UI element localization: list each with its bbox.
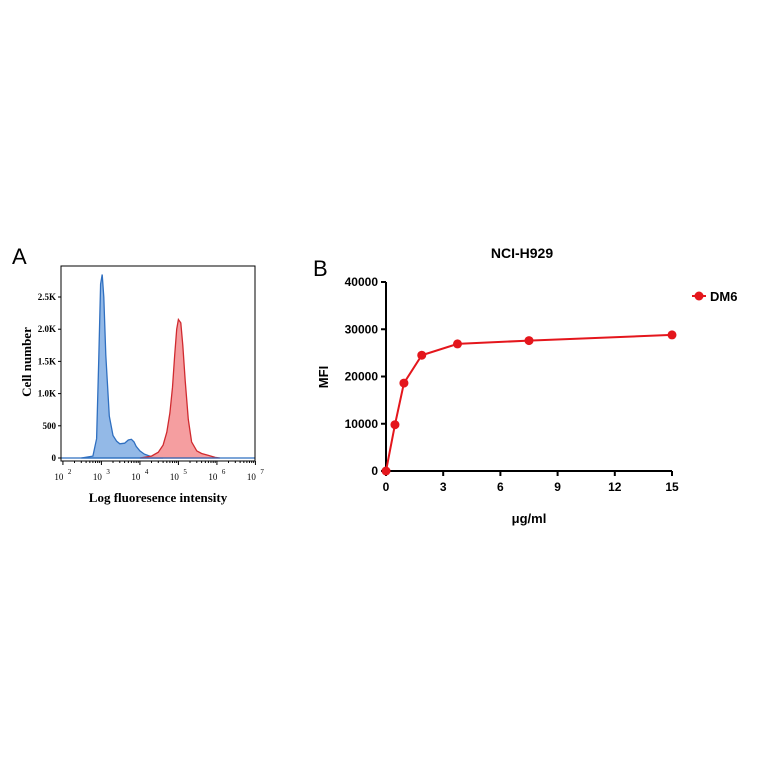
y-axis-label: MFI [316, 366, 331, 388]
y-tick-label: 1.0K [38, 389, 56, 399]
data-point [399, 378, 409, 388]
panel-label-b: B [313, 256, 328, 281]
x-tick-exponent: 5 [183, 468, 187, 476]
plot-frame [60, 265, 256, 462]
y-tick-label: 40000 [345, 275, 379, 289]
x-axis-label: μg/ml [512, 511, 547, 526]
x-tick-exponent: 3 [106, 468, 110, 476]
x-tick-label: 12 [608, 480, 622, 494]
data-point [453, 339, 462, 349]
data-point [381, 466, 391, 476]
x-tick-label: 10 [170, 472, 180, 482]
x-tick-label: 10 [208, 472, 218, 482]
x-tick-exponent: 4 [145, 468, 149, 476]
series-line [385, 333, 673, 472]
chart-title: NCI-H929 [491, 245, 553, 261]
histogram-series-1 [139, 317, 221, 459]
x-tick-exponent: 6 [222, 468, 226, 476]
y-tick-label: 0 [371, 464, 378, 478]
y-tick-label: 10000 [345, 417, 379, 431]
data-point [417, 350, 427, 360]
y-tick-label: 2.5K [38, 292, 56, 302]
y-tick-label: 20000 [345, 370, 379, 384]
x-tick-exponent: 7 [260, 468, 264, 476]
legend-marker [694, 291, 704, 301]
x-tick-label: 6 [497, 480, 504, 494]
data-point [667, 330, 677, 340]
y-tick-label: 1.5K [38, 356, 56, 366]
x-tick-label: 10 [131, 472, 141, 482]
x-tick-label: 3 [440, 480, 447, 494]
y-tick-label: 500 [43, 421, 57, 431]
panel-label-a: A [12, 244, 27, 269]
data-point [390, 420, 400, 430]
x-tick-label: 10 [54, 472, 64, 482]
y-tick-label: 2.0K [38, 324, 56, 334]
line-chart: B NCI-H929 μg/ml MFI DM6 0 10000 20000 3000… [313, 245, 737, 526]
data-point [524, 336, 534, 346]
x-tick-exponent: 2 [68, 468, 72, 476]
y-axis-label: Cell number [19, 327, 34, 397]
x-tick-label: 10 [93, 472, 103, 482]
x-axis-label: Log fluoresence intensity [89, 490, 228, 505]
histogram-chart: A Log fluoresence intensity Cell number … [12, 244, 264, 505]
x-tick-label: 10 [247, 472, 257, 482]
legend-label: DM6 [710, 289, 737, 304]
x-tick-label: 15 [665, 480, 679, 494]
x-tick-label: 0 [383, 480, 390, 494]
histogram-series-0 [81, 274, 164, 459]
y-tick-label: 30000 [345, 322, 379, 336]
y-tick-label: 0 [52, 453, 57, 463]
x-tick-label: 9 [554, 480, 561, 494]
